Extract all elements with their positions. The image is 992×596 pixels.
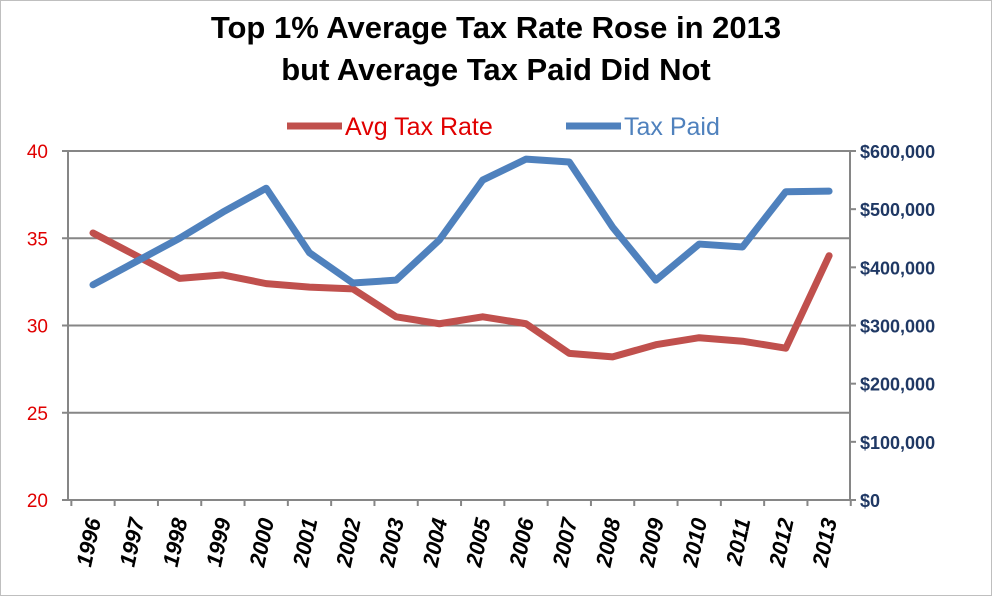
right-tick-label: $100,000 xyxy=(860,433,935,453)
legend-label: Tax Paid xyxy=(624,113,720,141)
left-tick-label: 40 xyxy=(27,142,48,163)
chart-title: Top 1% Average Tax Rate Rose in 2013 xyxy=(210,10,782,45)
x-tick-label: 2006 xyxy=(504,515,539,570)
right-tick-label: $0 xyxy=(860,491,880,511)
x-tick-label: 1999 xyxy=(201,515,236,569)
series-line-avg-tax-rate xyxy=(89,229,833,361)
left-tick-label: 35 xyxy=(27,229,48,250)
x-tick-label: 2003 xyxy=(374,516,409,570)
legend-label: Avg Tax Rate xyxy=(345,113,493,141)
x-tick-label: 2012 xyxy=(764,515,799,570)
x-tick-label: 2008 xyxy=(591,515,626,570)
x-tick-label: 2010 xyxy=(677,515,712,570)
left-tick-label: 30 xyxy=(27,317,48,338)
right-tick-label: $200,000 xyxy=(860,375,935,395)
left-tick-label: 25 xyxy=(27,404,48,425)
x-tick-label: 1997 xyxy=(115,514,150,569)
x-tick-label: 2002 xyxy=(331,515,366,570)
x-tick-label: 1996 xyxy=(71,515,106,569)
left-tick-label: 20 xyxy=(27,491,48,512)
x-tick-label: 2013 xyxy=(807,516,842,570)
x-tick-label: 2000 xyxy=(244,515,279,570)
x-tick-label: 2004 xyxy=(417,516,452,570)
right-tick-label: $400,000 xyxy=(860,258,935,278)
chart-subtitle: but Average Tax Paid Did Not xyxy=(281,52,711,87)
x-tick-label: 1998 xyxy=(158,515,193,569)
right-tick-label: $500,000 xyxy=(860,200,935,220)
right-tick-label: $300,000 xyxy=(860,317,935,337)
x-tick-label: 2005 xyxy=(461,515,496,570)
series-line-tax-paid xyxy=(89,155,833,289)
x-tick-label: 2011 xyxy=(721,516,755,568)
right-tick-label: $600,000 xyxy=(860,142,935,162)
x-tick-label: 2001 xyxy=(288,516,323,570)
x-tick-label: 2009 xyxy=(634,515,669,570)
x-tick-label: 2007 xyxy=(547,514,582,570)
